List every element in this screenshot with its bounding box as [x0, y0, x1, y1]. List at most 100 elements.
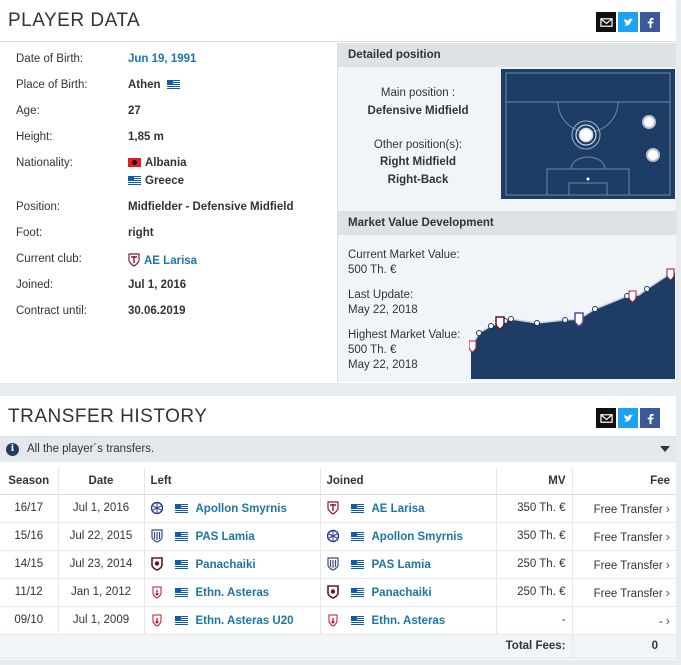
email-share-icon[interactable] [596, 12, 616, 32]
greece-flag-icon [174, 588, 188, 597]
nationality-1: Albania [145, 157, 187, 169]
fee-cell[interactable]: - › [572, 606, 676, 635]
left-club-link[interactable]: PAS Lamia [195, 531, 255, 543]
transfer-table: Season Date Left Joined MV Fee 16/17 Jul… [0, 468, 676, 659]
transfer-history-header: TRANSFER HISTORY [0, 396, 676, 438]
greece-flag-icon [350, 588, 364, 597]
joined-club-link[interactable]: Ethn. Asteras [371, 615, 446, 627]
position-market-panel: Detailed position Main position : Defens… [337, 43, 677, 382]
left-club-link[interactable]: Ethn. Asteras U20 [195, 615, 294, 627]
left-club-cell: Panachaiki [144, 550, 321, 579]
mv-cell: 350 Th. € [496, 522, 573, 551]
fee-text: Free Transfer [593, 559, 663, 572]
joined-club-link[interactable]: PAS Lamia [371, 559, 431, 571]
col-date: Date [58, 468, 145, 495]
joined-club-link[interactable]: Panachaiki [371, 587, 432, 599]
left-club-link[interactable]: Ethn. Asteras [195, 587, 270, 599]
joined-club-cell: Panachaiki [320, 578, 497, 607]
fee-cell[interactable]: Free Transfer › [572, 494, 676, 523]
pd-label: Joined: [16, 279, 54, 291]
last-update-value: May 22, 2018 [348, 304, 418, 316]
ethn-asteras-crest-icon [328, 614, 337, 627]
ae-larisa-crest-icon [326, 501, 339, 515]
joined-club-cell: PAS Lamia [320, 550, 497, 579]
market-value-chart[interactable] [469, 261, 675, 379]
fee-cell[interactable]: Free Transfer › [572, 522, 676, 551]
total-fees-label: Total Fees: [0, 634, 573, 659]
left-club-cell: Ethn. Asteras [144, 578, 321, 607]
left-club-link[interactable]: Panachaiki [195, 559, 256, 571]
nationality-2: Greece [145, 175, 185, 187]
chevron-right-icon[interactable]: › [665, 612, 670, 628]
chevron-right-icon[interactable]: › [665, 500, 670, 516]
table-row: 14/15 Jul 23, 2014 Panachaiki PAS Lamia … [0, 550, 676, 579]
total-fees-value: 0 [572, 634, 676, 659]
pas-lamia-crest-icon [326, 557, 339, 571]
fee-cell[interactable]: Free Transfer › [572, 550, 676, 579]
col-fee: Fee [572, 468, 676, 495]
market-value-header: Market Value Development [338, 211, 677, 235]
left-club-link[interactable]: Apollon Smyrnis [195, 503, 287, 515]
table-row: 15/16 Jul 22, 2015 PAS Lamia Apollon Smy… [0, 522, 676, 551]
chevron-right-icon[interactable]: › [665, 584, 670, 600]
greece-flag-icon [128, 176, 141, 185]
mv-cell: 250 Th. € [496, 578, 573, 607]
right-back-marker [646, 148, 660, 162]
facebook-share-icon[interactable] [640, 12, 660, 32]
twitter-share-icon[interactable] [618, 408, 638, 428]
apollon-smyrnis-crest-icon [326, 529, 339, 543]
ethn-asteras-crest-icon [152, 586, 161, 599]
season-cell: 14/15 [0, 550, 59, 579]
greece-flag-icon [350, 560, 364, 569]
pd-value: 30.06.2019 [128, 305, 186, 317]
joined-club-cell: Ethn. Asteras [320, 606, 497, 635]
date-of-birth-link[interactable]: Jun 19, 1991 [128, 53, 197, 65]
left-club-cell: Apollon Smyrnis [144, 494, 321, 523]
last-update-label: Last Update: [348, 289, 414, 301]
pas-lamia-crest-icon [150, 529, 163, 543]
fee-cell[interactable]: Free Transfer › [572, 578, 676, 607]
chevron-right-icon[interactable]: › [665, 528, 670, 544]
total-fees-row: Total Fees: 0 [0, 634, 676, 659]
greece-flag-icon [174, 532, 188, 541]
fee-text: Free Transfer [593, 531, 663, 544]
main-position-value: Defensive Midfield [367, 105, 469, 117]
pd-label: Height: [16, 131, 53, 143]
pd-label: Place of Birth: [16, 79, 88, 91]
info-icon: i [6, 443, 19, 456]
table-row: 11/12 Jan 1, 2012 Ethn. Asteras Panachai… [0, 578, 676, 607]
twitter-share-icon[interactable] [618, 12, 638, 32]
pd-label: Current club: [16, 253, 82, 265]
current-mv-label: Current Market Value: [348, 249, 460, 261]
table-row: 09/10 Jul 1, 2009 Ethn. Asteras U20 Ethn… [0, 606, 676, 635]
greece-flag-icon [174, 504, 188, 513]
joined-club-cell: AE Larisa [320, 494, 497, 523]
pd-value: 1,85 m [128, 131, 164, 143]
transfer-history-title: TRANSFER HISTORY [8, 406, 208, 427]
transfer-history-box: TRANSFER HISTORY i All the player´s tran… [0, 396, 676, 660]
left-club-cell: Ethn. Asteras U20 [144, 606, 321, 635]
fee-text: - [658, 615, 663, 628]
greece-flag-icon [174, 560, 188, 569]
panachaiki-crest-icon [150, 557, 163, 571]
date-cell: Jul 23, 2014 [58, 550, 145, 579]
joined-club-link[interactable]: AE Larisa [371, 503, 425, 515]
joined-club-link[interactable]: Apollon Smyrnis [371, 531, 463, 543]
season-cell: 16/17 [0, 494, 59, 523]
mv-cell: 250 Th. € [496, 550, 573, 579]
chevron-down-icon[interactable] [660, 446, 670, 452]
chevron-right-icon[interactable]: › [665, 556, 670, 572]
mv-cell: - [496, 606, 573, 635]
greece-flag-icon [350, 504, 364, 513]
date-cell: Jul 22, 2015 [58, 522, 145, 551]
player-data-header: PLAYER DATA [0, 0, 676, 42]
col-left: Left [144, 468, 321, 495]
right-midfield-marker [642, 115, 656, 129]
transfers-filter-bar[interactable]: i All the player´s transfers. [0, 436, 676, 462]
ethn-asteras-crest-icon [152, 614, 161, 627]
pd-label: Nationality: [16, 157, 73, 169]
season-cell: 09/10 [0, 606, 59, 635]
email-share-icon[interactable] [596, 408, 616, 428]
current-club-link[interactable]: AE Larisa [128, 253, 197, 267]
facebook-share-icon[interactable] [640, 408, 660, 428]
